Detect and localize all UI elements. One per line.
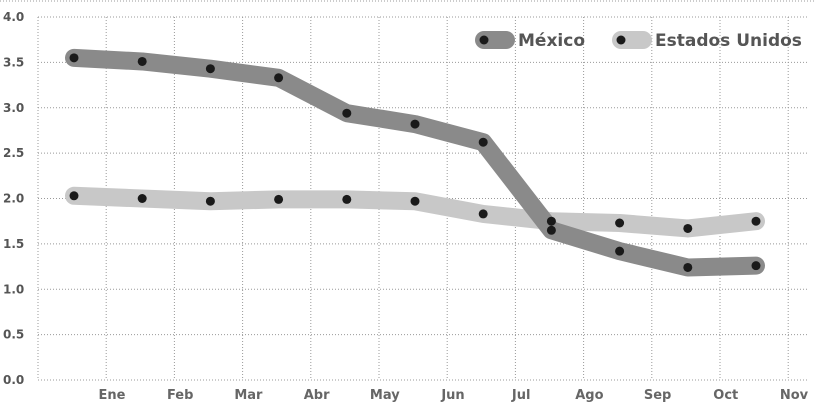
data-point-mexico [274,73,284,83]
legend-item-mexico: México [475,31,585,51]
x-tick-label: Nov [780,388,809,402]
data-point-mexico [751,261,761,271]
data-point-estados-unidos [274,194,284,204]
y-tick-label: 3.5 [3,55,24,69]
data-point-estados-unidos [205,196,215,206]
x-tick-label: Ago [575,388,603,402]
y-tick-label: 1.0 [3,282,24,296]
x-axis: Ene Feb Mar Abr May Jun Jul Ago Sep Oct Nov [99,388,809,402]
legend-label: Estados Unidos [655,31,802,51]
x-tick-label: May [370,388,400,402]
legend-item-estados-unidos: Estados Unidos [612,31,802,51]
data-point-estados-unidos [69,191,79,201]
legend-marker [479,35,489,45]
data-point-estados-unidos [683,223,693,233]
y-tick-label: 2.0 [3,192,24,206]
data-point-mexico [137,56,147,66]
data-point-estados-unidos [546,216,556,226]
x-tick-label: Feb [167,388,193,402]
y-tick-label: 2.5 [3,146,24,160]
y-tick-label: 3.0 [3,101,24,115]
legend-marker [616,35,626,45]
data-point-mexico [478,137,488,147]
y-tick-label: 0.0 [3,373,24,387]
data-point-estados-unidos [137,194,147,203]
data-point-estados-unidos [410,196,420,206]
y-tick-label: 4.0 [3,10,24,24]
x-tick-label: Oct [713,388,738,402]
series-layer [65,48,765,277]
data-point-mexico [546,225,556,235]
data-point-mexico [410,119,420,129]
data-point-mexico [205,64,215,74]
x-tick-label: Sep [644,388,672,402]
data-point-estados-unidos [751,216,761,226]
x-tick-label: Abr [304,388,330,402]
data-point-mexico [69,53,79,63]
legend-label: México [518,31,585,51]
data-point-estados-unidos [478,209,488,219]
y-tick-label: 1.5 [3,237,24,251]
x-tick-label: Jun [440,388,464,402]
x-tick-label: Jul [511,388,531,402]
data-point-estados-unidos [615,218,625,228]
x-tick-label: Ene [99,388,126,402]
series-line-mexico [65,48,765,277]
y-tick-label: 0.5 [3,328,24,342]
x-tick-label: Mar [234,388,263,402]
data-point-mexico [683,262,693,272]
data-point-estados-unidos [342,194,352,204]
y-axis: 0.0 0.5 1.0 1.5 2.0 2.5 3.0 3.5 4.0 [3,10,24,387]
data-point-mexico [342,108,352,118]
data-point-mexico [615,246,625,256]
legend: México Estados Unidos [475,31,802,51]
